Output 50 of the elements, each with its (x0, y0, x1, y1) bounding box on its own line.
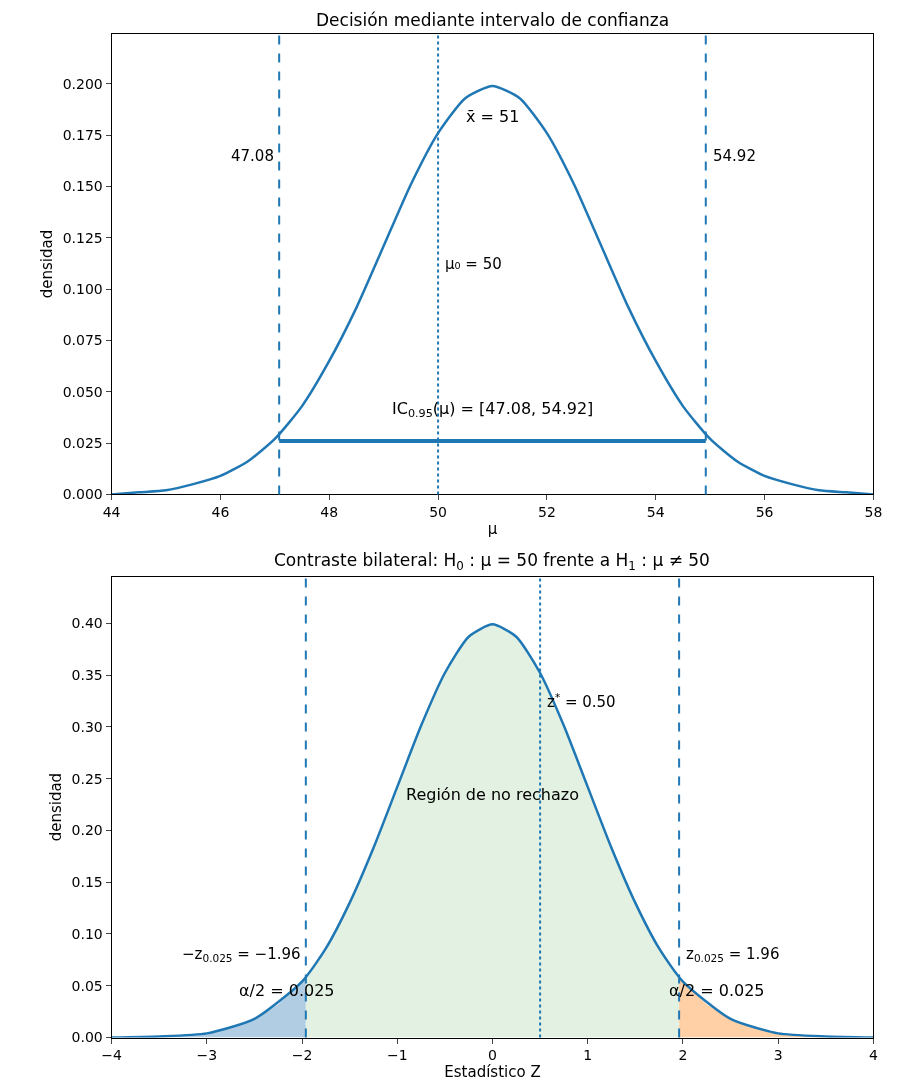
x-axis-title: Estadístico Z (444, 1063, 541, 1082)
y-tick-label: 0.10 (71, 925, 103, 942)
y-tick-label: 0.40 (71, 615, 103, 632)
x-tick-label: −3 (196, 1047, 218, 1064)
y-tick-label: 0.100 (62, 281, 103, 298)
y-tick-label: 0.15 (71, 874, 103, 891)
y-axis-title: densidad (46, 772, 65, 842)
chart-title: Decisión mediante intervalo de confianza (316, 10, 670, 30)
y-tick-label: 0.00 (71, 1029, 103, 1046)
ref-line-label: −z$_{0.025}$ = −1.96 (182, 945, 301, 965)
y-tick-label: 0.30 (71, 718, 103, 735)
x-tick-label: 44 (102, 504, 121, 521)
annotation: Región de no rechazo (406, 785, 579, 804)
x-tick-label: 54 (646, 504, 665, 521)
x-tick-label: 2 (678, 1047, 688, 1064)
y-tick-label: 0.000 (62, 486, 103, 503)
y-tick-label: 0.125 (62, 229, 103, 246)
ref-line-label: 47.08 (231, 147, 274, 165)
ref-line-label: z$^{*}$ = 0.50 (547, 691, 616, 712)
x-tick-label: −2 (291, 1047, 313, 1064)
x-tick-label: 48 (320, 504, 339, 521)
y-tick-label: 0.200 (62, 75, 103, 92)
x-axis-title: μ (487, 520, 498, 539)
y-tick-label: 0.175 (62, 127, 103, 144)
chart-title: Contraste bilateral: H$_{0}$ : μ = 50 frente a H$_{1}$ : μ ≠ 50 (274, 550, 710, 573)
x-tick-label: 56 (755, 504, 774, 521)
x-tick-label: 50 (429, 504, 447, 521)
y-tick-label: 0.05 (71, 977, 103, 994)
y-axis-title: densidad (37, 229, 56, 299)
x-tick-label: −1 (386, 1047, 408, 1064)
x-tick-label: 4 (868, 1047, 878, 1064)
x-tick-label: −4 (101, 1047, 122, 1064)
y-tick-label: 0.35 (71, 666, 103, 683)
x-tick-label: 58 (864, 504, 883, 521)
annotation: IC$_{0.95}$(μ) = [47.08, 54.92] (392, 399, 594, 421)
ref-line-label: μ₀ = 50 (445, 255, 502, 273)
ref-line-label: z$_{0.025}$ = 1.96 (686, 945, 780, 965)
x-tick-label: 0 (488, 1047, 497, 1064)
x-tick-label: 3 (773, 1047, 783, 1064)
y-tick-label: 0.025 (62, 434, 103, 451)
x-tick-label: 46 (211, 504, 230, 521)
x-tick-label: 52 (537, 504, 556, 521)
annotation: x̄ = 51 (466, 107, 520, 126)
ref-line-label: 54.92 (713, 147, 756, 165)
y-tick-label: 0.25 (71, 770, 103, 787)
y-tick-label: 0.075 (62, 332, 103, 349)
y-tick-label: 0.150 (62, 178, 103, 195)
y-tick-label: 0.20 (71, 822, 103, 839)
x-tick-label: 1 (583, 1047, 593, 1064)
y-tick-label: 0.050 (62, 383, 103, 400)
